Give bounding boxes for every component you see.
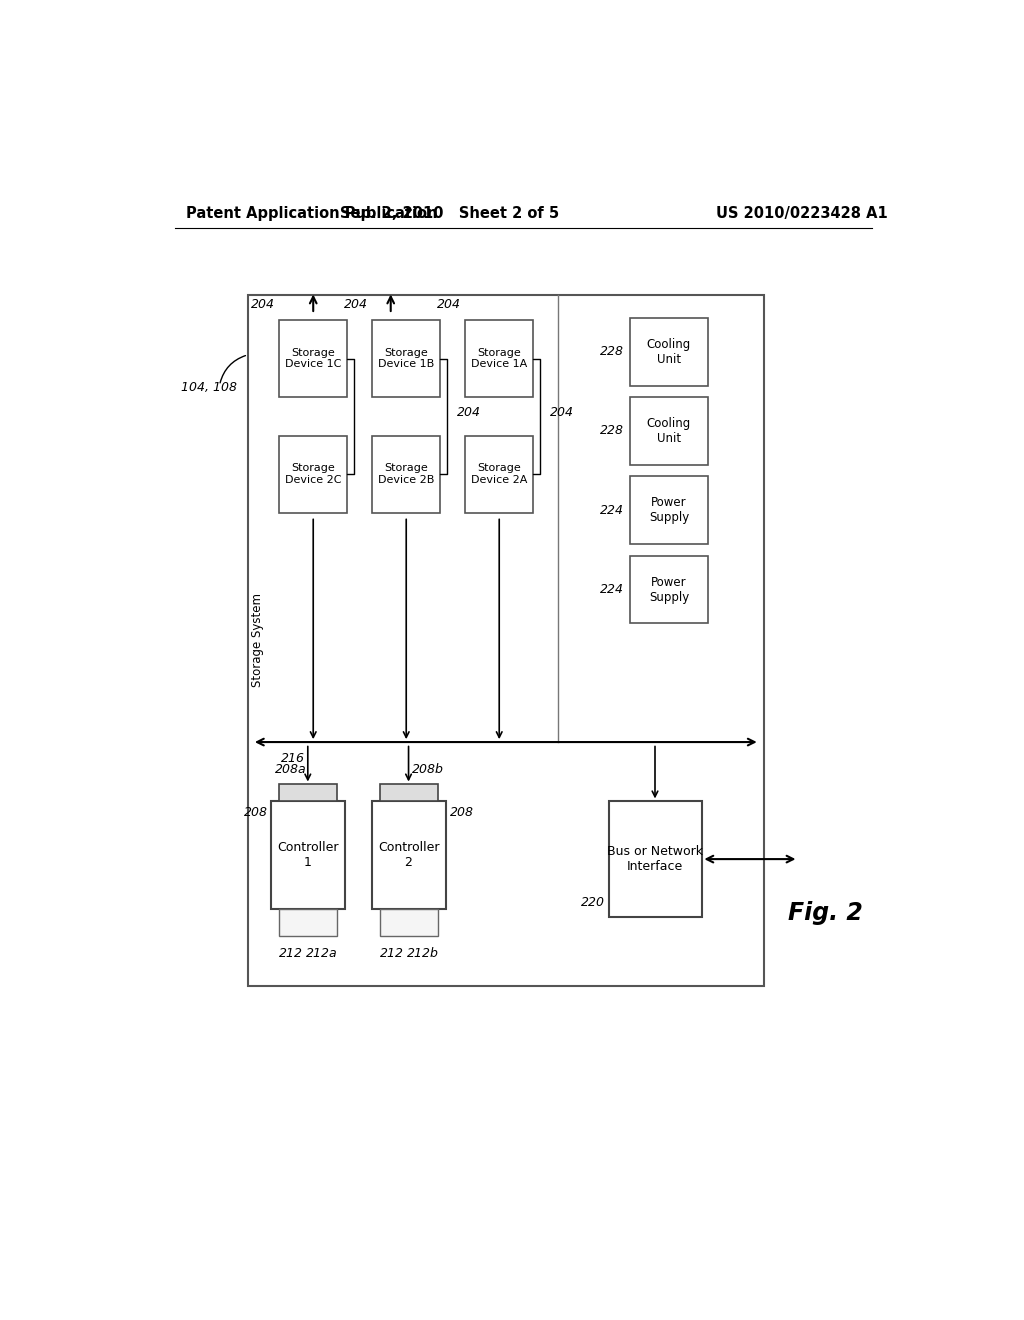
Text: 212a: 212a xyxy=(306,946,338,960)
Text: 224: 224 xyxy=(600,504,624,517)
Bar xyxy=(280,321,347,397)
Text: Controller
1: Controller 1 xyxy=(278,841,339,870)
Bar xyxy=(630,556,708,623)
Bar xyxy=(280,909,337,936)
Text: Storage
Device 1B: Storage Device 1B xyxy=(378,347,434,370)
Bar xyxy=(630,477,708,544)
Text: 104, 108: 104, 108 xyxy=(180,381,237,395)
Text: 224: 224 xyxy=(600,583,624,597)
Text: 228: 228 xyxy=(600,425,624,437)
Text: Storage
Device 2A: Storage Device 2A xyxy=(471,463,527,484)
Text: Cooling
Unit: Cooling Unit xyxy=(647,338,691,366)
Bar xyxy=(372,436,440,512)
Text: Patent Application Publication: Patent Application Publication xyxy=(186,206,437,222)
Bar xyxy=(271,801,345,909)
Bar xyxy=(465,321,534,397)
Bar xyxy=(280,784,337,801)
Text: Power
Supply: Power Supply xyxy=(649,496,689,524)
Text: 204: 204 xyxy=(251,298,275,312)
Text: 216: 216 xyxy=(281,752,305,766)
Bar xyxy=(630,397,708,465)
Text: US 2010/0223428 A1: US 2010/0223428 A1 xyxy=(717,206,888,222)
Bar xyxy=(630,318,708,385)
Text: Storage
Device 2B: Storage Device 2B xyxy=(378,463,434,484)
Text: 220: 220 xyxy=(581,896,604,909)
Text: Controller
2: Controller 2 xyxy=(378,841,439,870)
Bar xyxy=(248,296,764,986)
Text: Cooling
Unit: Cooling Unit xyxy=(647,417,691,445)
Text: Storage System: Storage System xyxy=(251,594,264,688)
Text: Storage
Device 2C: Storage Device 2C xyxy=(285,463,341,484)
Text: 228: 228 xyxy=(600,345,624,358)
Text: 204: 204 xyxy=(458,407,481,418)
Text: Storage
Device 1C: Storage Device 1C xyxy=(285,347,341,370)
Bar xyxy=(372,321,440,397)
Text: 208a: 208a xyxy=(274,763,306,776)
Text: 208: 208 xyxy=(244,807,267,820)
Text: Fig. 2: Fig. 2 xyxy=(788,902,863,925)
Bar xyxy=(280,436,347,512)
Text: 204: 204 xyxy=(344,298,369,312)
Text: 204: 204 xyxy=(437,298,461,312)
Text: Bus or Network
Interface: Bus or Network Interface xyxy=(607,845,703,873)
Bar xyxy=(380,909,438,936)
Bar xyxy=(608,801,701,917)
Text: 212: 212 xyxy=(279,946,303,960)
Text: Sep. 2, 2010   Sheet 2 of 5: Sep. 2, 2010 Sheet 2 of 5 xyxy=(340,206,559,222)
Text: Storage
Device 1A: Storage Device 1A xyxy=(471,347,527,370)
Text: 208: 208 xyxy=(450,807,474,820)
Bar xyxy=(380,784,438,801)
Text: 212b: 212b xyxy=(407,946,438,960)
Bar xyxy=(372,801,445,909)
Text: Power
Supply: Power Supply xyxy=(649,576,689,603)
Text: 212: 212 xyxy=(380,946,403,960)
Text: 204: 204 xyxy=(550,407,574,418)
Text: 208b: 208b xyxy=(413,763,444,776)
Bar xyxy=(465,436,534,512)
